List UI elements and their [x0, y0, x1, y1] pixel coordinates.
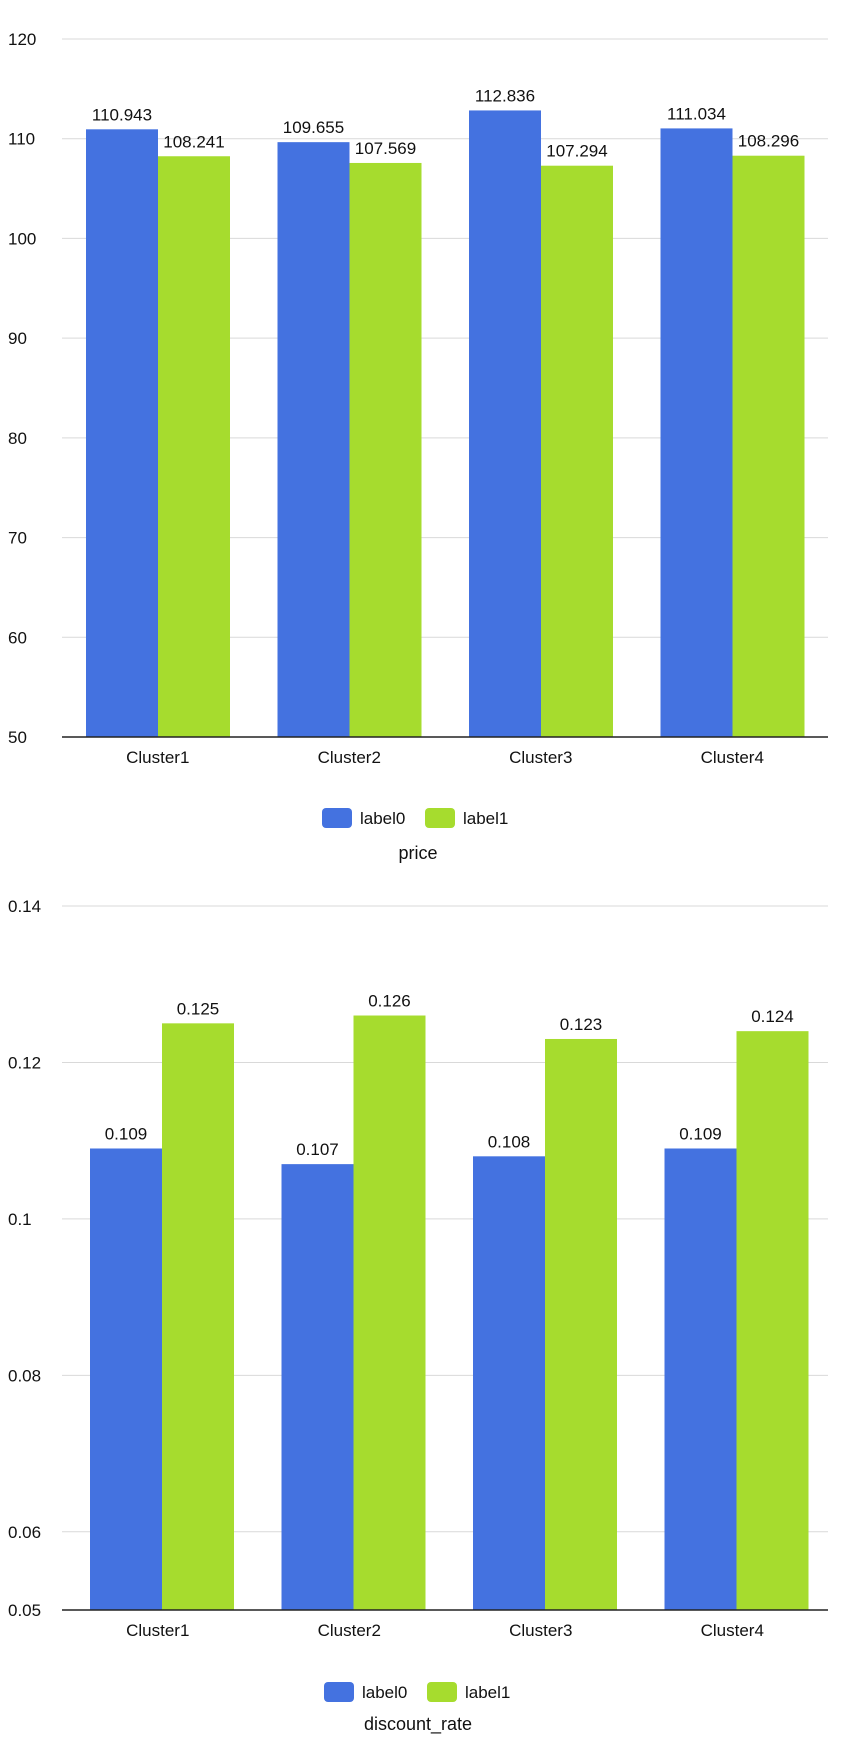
bar-label1-cluster1 [162, 1023, 234, 1610]
y-tick-label: 60 [8, 628, 27, 647]
y-tick-label: 0.05 [8, 1601, 41, 1620]
data-label: 108.241 [163, 132, 224, 151]
y-tick-label: 50 [8, 728, 27, 747]
legend-swatch-label0[interactable] [322, 808, 352, 828]
bar-label1-cluster2 [353, 1015, 426, 1610]
bar-label0-cluster2 [277, 142, 350, 738]
y-tick-label: 0.1 [8, 1210, 32, 1229]
x-tick-label: Cluster2 [318, 1621, 381, 1640]
price-chart: 50 60 70 80 90 100 110 120 110.943 108.241 Cluster… [8, 30, 828, 863]
bar-label1-cluster3 [541, 165, 613, 738]
legend[interactable]: label0 label1 [322, 808, 508, 828]
y-tick-label: 0.12 [8, 1053, 41, 1072]
y-tick-label: 0.06 [8, 1523, 41, 1542]
x-tick-label: Cluster4 [701, 748, 764, 767]
data-label: 0.126 [368, 992, 411, 1011]
y-tick-label: 0.14 [8, 897, 41, 916]
legend-label-label0[interactable]: label0 [362, 1683, 407, 1702]
y-tick-label: 110 [8, 130, 35, 149]
bar-label0-cluster1 [86, 129, 158, 738]
bar-label0-cluster2 [281, 1164, 354, 1610]
y-tick-label: 90 [8, 329, 27, 348]
data-label: 109.655 [283, 118, 344, 137]
discount-rate-chart: 0.05 0.06 0.08 0.1 0.12 0.14 0.109 0.125 Cluster… [8, 897, 828, 1735]
data-label: 0.108 [488, 1132, 531, 1151]
y-tick-label: 100 [8, 229, 36, 248]
x-tick-label: Cluster3 [509, 748, 572, 767]
y-tick-label: 0.08 [8, 1366, 41, 1385]
x-axis-title: price [398, 843, 437, 863]
y-tick-label: 120 [8, 30, 36, 49]
legend-swatch-label0[interactable] [324, 1682, 354, 1702]
bar-label1-cluster2 [349, 162, 422, 737]
bar-label0-cluster4 [664, 1148, 737, 1610]
x-tick-label: Cluster3 [509, 1621, 572, 1640]
legend[interactable]: label0 label1 [324, 1682, 510, 1702]
data-label: 112.836 [475, 86, 535, 105]
data-label: 0.109 [105, 1124, 148, 1143]
x-axis-title: discount_rate [364, 1714, 472, 1735]
data-label: 0.109 [679, 1124, 722, 1143]
x-tick-label: Cluster1 [126, 748, 189, 767]
bar-label1-cluster3 [545, 1038, 617, 1610]
data-label: 0.107 [296, 1140, 339, 1159]
x-tick-label: Cluster4 [701, 1621, 764, 1640]
data-label: 110.943 [92, 105, 152, 124]
data-label: 107.569 [355, 139, 416, 158]
bar-label0-cluster4 [660, 128, 733, 738]
bar-label0-cluster3 [469, 110, 541, 738]
data-label: 111.034 [667, 104, 726, 123]
x-tick-label: Cluster1 [126, 1621, 189, 1640]
legend-swatch-label1[interactable] [427, 1682, 457, 1702]
legend-swatch-label1[interactable] [425, 808, 455, 828]
legend-label-label1[interactable]: label1 [463, 809, 508, 828]
data-label: 0.125 [177, 999, 220, 1018]
data-label: 0.124 [751, 1007, 794, 1026]
x-tick-label: Cluster2 [318, 748, 381, 767]
bar-label1-cluster1 [158, 156, 230, 737]
data-label: 108.296 [738, 132, 799, 151]
legend-label-label1[interactable]: label1 [465, 1683, 510, 1702]
bar-label0-cluster1 [90, 1148, 162, 1610]
legend-label-label0[interactable]: label0 [360, 809, 405, 828]
bar-label1-cluster4 [732, 155, 805, 738]
data-label: 0.123 [560, 1015, 603, 1034]
data-label: 107.294 [546, 142, 607, 161]
bar-label0-cluster3 [473, 1156, 545, 1610]
bar-label1-cluster4 [736, 1031, 809, 1610]
y-tick-label: 70 [8, 529, 27, 548]
y-tick-label: 80 [8, 429, 27, 448]
